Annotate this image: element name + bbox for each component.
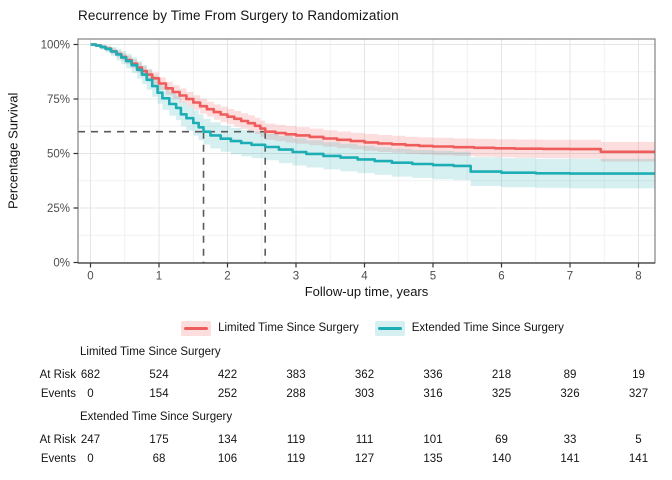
risk-table-cell: 682 (80, 369, 101, 381)
risk-table-cell: 524 (149, 369, 169, 381)
risk-table-cell: 422 (217, 369, 238, 381)
x-tick-label: 4 (361, 271, 368, 283)
risk-table-cell: 119 (286, 453, 306, 465)
km-curve-extended (90, 43, 655, 175)
legend-item-limited: Limited Time Since Surgery (181, 320, 359, 336)
x-tick-label: 0 (87, 271, 93, 283)
risk-table-cell: 336 (423, 369, 443, 381)
risk-table-cell: 69 (495, 434, 508, 446)
legend-key-swatch (374, 320, 405, 336)
legend-key-line (377, 326, 402, 330)
risk-table-group-header: Limited Time Since Surgery (80, 346, 221, 358)
x-tick-label: 2 (224, 271, 230, 283)
risk-table-cell: 0 (87, 453, 94, 465)
y-tick-label: 50% (47, 149, 70, 161)
gridlines (78, 39, 655, 263)
legend: Limited Time Since Surgery Extended Time … (90, 318, 655, 338)
x-tick-label: 7 (567, 271, 573, 283)
risk-table-row-label: Events (40, 388, 76, 400)
chart-title: Recurrence by Time From Surgery to Rando… (78, 8, 399, 23)
y-tick-label: 25% (47, 203, 70, 215)
risk-table-cell: 141 (628, 453, 649, 465)
risk-table-cell: 89 (563, 369, 577, 381)
risk-table-cell: 303 (354, 388, 375, 400)
risk-table-cell: 154 (149, 388, 169, 400)
risk-table-cell: 316 (423, 388, 443, 400)
survival-curves (90, 43, 655, 175)
risk-table-cell: 327 (628, 388, 649, 400)
y-axis-label: Percentage Survival (5, 92, 21, 210)
risk-table-cell: 288 (286, 388, 306, 400)
risk-table-cell: 247 (80, 434, 101, 446)
legend-key-line (184, 326, 209, 330)
risk-table-cell: 5 (635, 434, 642, 446)
risk-table-cell: 383 (286, 369, 306, 381)
risk-table-cell: 0 (87, 388, 94, 400)
risk-table-cell: 140 (491, 453, 512, 465)
risk-table-cell: 218 (491, 369, 512, 381)
risk-table-cell: 68 (152, 453, 166, 465)
risk-table-cell: 141 (560, 453, 580, 465)
x-tick-label: 6 (498, 271, 504, 283)
axis-ticks: 0 1 2 3 4 5 6 7 8 0% 25% 50% 75% 100% (41, 40, 642, 283)
x-tick-label: 3 (293, 271, 299, 283)
risk-table-cell: 325 (491, 388, 512, 400)
risk-table-group-header: Extended Time Since Surgery (80, 411, 233, 423)
y-tick-label: 75% (47, 94, 70, 106)
risk-table-cell: 135 (423, 453, 443, 465)
risk-table-cell: 111 (355, 434, 374, 446)
risk-table-cell: 326 (560, 388, 580, 400)
risk-table-cell: 127 (354, 453, 375, 465)
x-tick-label: 1 (156, 271, 162, 283)
quantile-dashed-lines (78, 130, 266, 263)
risk-table-row-label: At Risk (39, 369, 76, 381)
y-tick-label: 0% (53, 258, 70, 270)
x-tick-label: 8 (635, 271, 641, 283)
risk-table-cell: 362 (354, 369, 375, 381)
risk-table-cell: 101 (423, 434, 443, 446)
risk-table-cell: 252 (217, 388, 238, 400)
risk-table-row-label: Events (40, 453, 76, 465)
x-axis-label: Follow-up time, years (304, 284, 429, 299)
km-plot: 0 1 2 3 4 5 6 7 8 0% 25% 50% 75% 100% (41, 38, 656, 283)
km-curve-limited (90, 43, 655, 154)
legend-key-swatch (181, 320, 212, 336)
x-tick-label: 5 (430, 271, 436, 283)
legend-label: Limited Time Since Surgery (218, 322, 359, 334)
risk-table-row-label: At Risk (39, 434, 76, 446)
risk-table-cell: 33 (563, 434, 577, 446)
risk-table-cell: 134 (217, 434, 238, 446)
y-tick-label: 100% (41, 40, 70, 52)
legend-label: Extended Time Since Surgery (411, 322, 564, 334)
ci-band-extended (90, 44, 655, 189)
risk-table-cell: 106 (217, 453, 238, 465)
risk-table-cell: 119 (286, 434, 306, 446)
legend-item-extended: Extended Time Since Surgery (374, 320, 564, 336)
risk-table-cell: 175 (149, 434, 169, 446)
risk-table-cell: 19 (632, 369, 645, 381)
